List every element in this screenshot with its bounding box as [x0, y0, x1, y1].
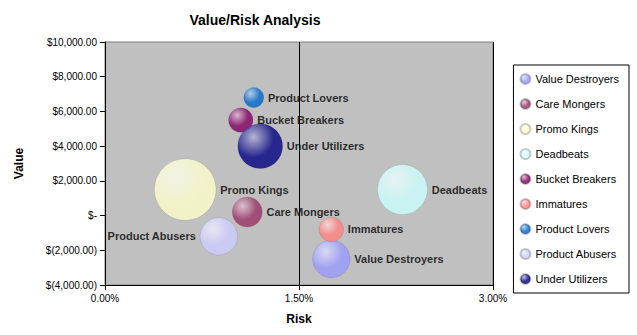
svg-text:Value Destroyers: Value Destroyers — [535, 73, 619, 85]
svg-text:$-: $- — [88, 210, 97, 221]
svg-text:$4,000.00: $4,000.00 — [53, 141, 98, 152]
svg-text:$6,000.00: $6,000.00 — [53, 106, 98, 117]
svg-text:Care Mongers: Care Mongers — [267, 206, 340, 218]
svg-text:$8,000.00: $8,000.00 — [53, 71, 98, 82]
svg-text:Under Utilizers: Under Utilizers — [287, 140, 365, 152]
svg-text:$(2,000.00): $(2,000.00) — [46, 245, 97, 256]
svg-text:Product Abusers: Product Abusers — [108, 230, 196, 242]
svg-text:Immatures: Immatures — [535, 198, 587, 210]
svg-text:1.50%: 1.50% — [285, 293, 313, 304]
svg-text:Bucket Breakers: Bucket Breakers — [535, 173, 616, 185]
svg-text:Product Lovers: Product Lovers — [535, 223, 609, 235]
svg-text:3.00%: 3.00% — [479, 293, 507, 304]
svg-text:Care Mongers: Care Mongers — [535, 98, 605, 110]
svg-text:Promo Kings: Promo Kings — [535, 123, 598, 135]
svg-text:$(4,000.00): $(4,000.00) — [46, 280, 97, 291]
svg-text:Deadbeats: Deadbeats — [432, 184, 488, 196]
svg-text:Immatures: Immatures — [348, 223, 404, 235]
svg-text:Risk: Risk — [286, 312, 312, 326]
svg-text:$10,000.00: $10,000.00 — [47, 37, 97, 48]
svg-text:Bucket Breakers: Bucket Breakers — [257, 114, 344, 126]
svg-text:Deadbeats: Deadbeats — [535, 148, 589, 160]
svg-text:Value: Value — [12, 148, 26, 180]
svg-text:Value/Risk Analysis: Value/Risk Analysis — [190, 12, 321, 28]
svg-text:0.00%: 0.00% — [91, 293, 119, 304]
svg-text:Product Lovers: Product Lovers — [268, 92, 349, 104]
svg-text:$2,000.00: $2,000.00 — [53, 175, 98, 186]
svg-text:Value Destroyers: Value Destroyers — [354, 253, 443, 265]
svg-text:Under Utilizers: Under Utilizers — [535, 273, 608, 285]
svg-text:Product Abusers: Product Abusers — [535, 248, 616, 260]
svg-text:Promo Kings: Promo Kings — [220, 184, 288, 196]
